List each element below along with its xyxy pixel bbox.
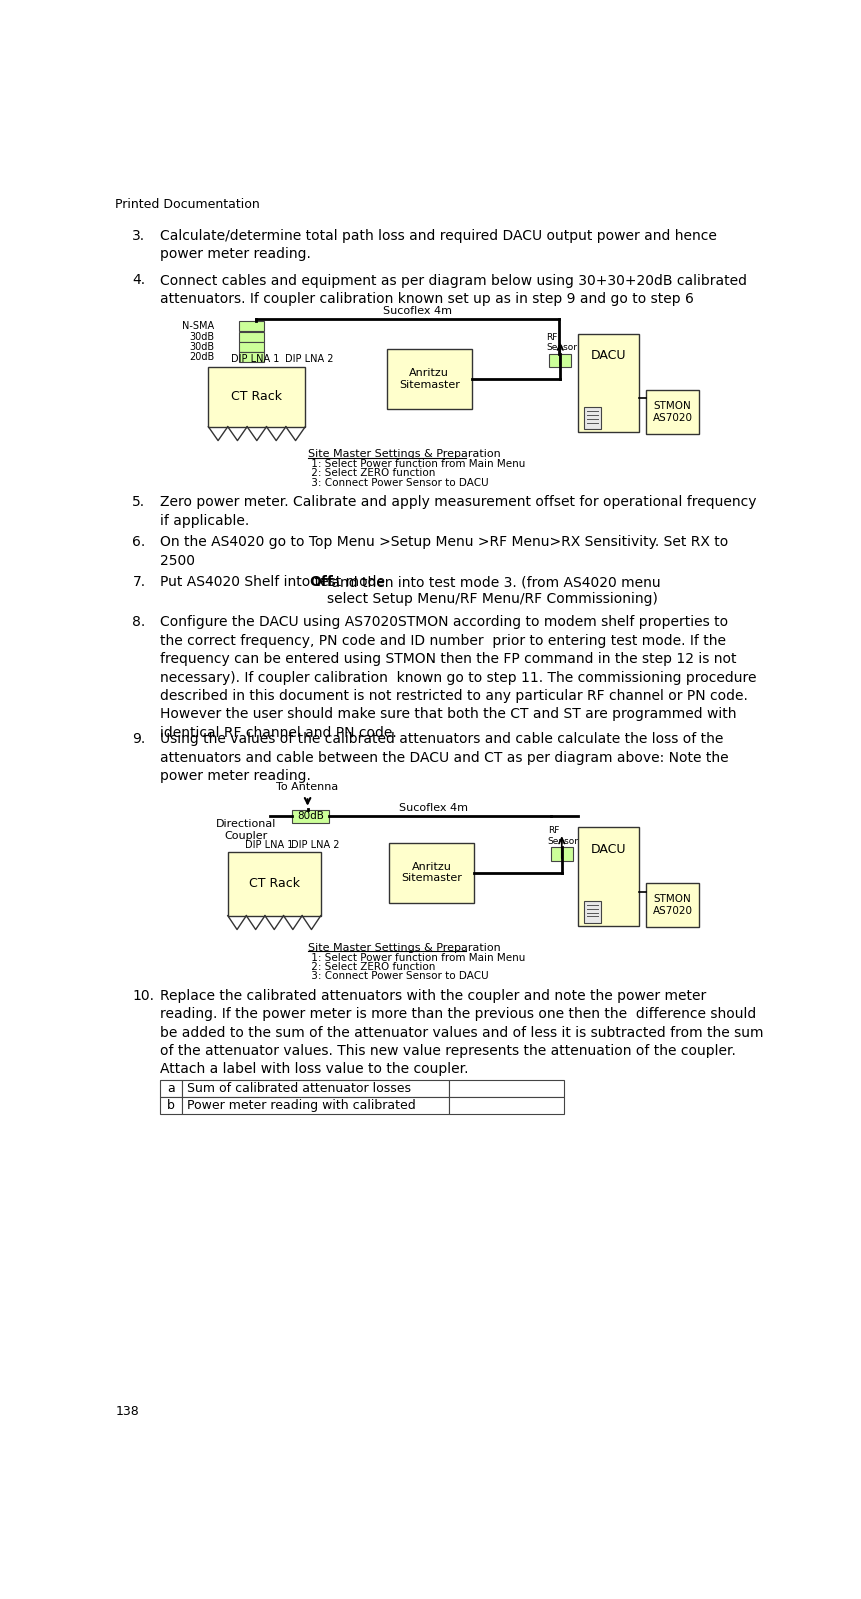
Text: Sum of calibrated attenuator losses: Sum of calibrated attenuator losses [187, 1081, 411, 1095]
Text: 9.: 9. [133, 732, 146, 747]
Text: N-SMA: N-SMA [183, 321, 214, 331]
Bar [449, 1079, 564, 1097]
Text: 1: Select Power function from Main Menu: 1: Select Power function from Main Menu [307, 953, 525, 963]
Text: STMON
AS7020: STMON AS7020 [653, 401, 692, 422]
Bar [647, 883, 699, 927]
Text: STMON
AS7020: STMON AS7020 [653, 894, 692, 916]
Text: Site Master Settings & Preparation: Site Master Settings & Preparation [307, 943, 500, 953]
Text: Replace the calibrated attenuators with the coupler and note the power meter
rea: Replace the calibrated attenuators with … [160, 988, 764, 1076]
Text: 10.: 10. [133, 988, 154, 1003]
Text: DACU: DACU [591, 843, 626, 855]
Text: Power meter reading with calibrated: Power meter reading with calibrated [187, 1099, 415, 1111]
Text: 5.: 5. [133, 496, 146, 508]
Text: Anritzu
Sitemaster: Anritzu Sitemaster [401, 862, 462, 883]
Text: DIP LNA 1: DIP LNA 1 [231, 355, 279, 365]
Bar [160, 1079, 182, 1097]
Bar [389, 843, 474, 902]
Text: Anritzu
Sitemaster: Anritzu Sitemaster [399, 368, 460, 390]
Text: Site Master Settings & Preparation: Site Master Settings & Preparation [307, 449, 500, 459]
Text: 4.: 4. [133, 273, 146, 288]
Text: Printed Documentation: Printed Documentation [115, 198, 260, 211]
Bar [387, 349, 472, 409]
Text: DIP LNA 1: DIP LNA 1 [245, 839, 293, 851]
Text: a: a [167, 1081, 175, 1095]
Text: 2: Select ZERO function: 2: Select ZERO function [307, 469, 435, 478]
Bar [208, 366, 306, 427]
Text: DIP LNA 2: DIP LNA 2 [291, 839, 339, 851]
Text: 20dB: 20dB [189, 352, 214, 361]
Text: Put AS4020 Shelf into test mode: Put AS4020 Shelf into test mode [160, 576, 390, 590]
Bar [239, 342, 264, 352]
Text: 3.: 3. [133, 229, 146, 243]
Text: On the AS4020 go to Top Menu >Setup Menu >RF Menu>RX Sensitivity. Set RX to
2500: On the AS4020 go to Top Menu >Setup Menu… [160, 536, 728, 568]
Bar [160, 1097, 182, 1113]
Text: 80dB: 80dB [297, 811, 324, 822]
Bar [228, 852, 321, 916]
Text: b: b [167, 1099, 175, 1111]
Text: To Antenna: To Antenna [276, 782, 338, 792]
Text: 3: Connect Power Sensor to DACU: 3: Connect Power Sensor to DACU [307, 971, 488, 982]
Text: 8.: 8. [133, 616, 146, 630]
Bar [239, 352, 264, 361]
Text: Zero power meter. Calibrate and apply measurement offset for operational frequen: Zero power meter. Calibrate and apply me… [160, 496, 757, 528]
Text: Off: Off [309, 576, 333, 590]
Text: Sucoflex 4m: Sucoflex 4m [399, 803, 468, 812]
Text: 1: Select Power function from Main Menu: 1: Select Power function from Main Menu [307, 459, 525, 469]
Bar [292, 811, 329, 822]
Bar [239, 333, 264, 342]
Text: Connect cables and equipment as per diagram below using 30+30+20dB calibrated
at: Connect cables and equipment as per diag… [160, 273, 747, 305]
Text: 6.: 6. [133, 536, 146, 550]
Text: 138: 138 [115, 1404, 139, 1418]
Text: Sucoflex 4m: Sucoflex 4m [383, 305, 452, 317]
Bar [578, 827, 639, 926]
Text: and then into test mode 3. (from AS4020 menu
select Setup Menu/RF Menu/RF Commis: and then into test mode 3. (from AS4020 … [327, 576, 660, 606]
Text: Calculate/determine total path loss and required DACU output power and hence
pow: Calculate/determine total path loss and … [160, 229, 717, 261]
Bar [578, 334, 639, 432]
Bar [549, 353, 571, 368]
Text: DIP LNA 2: DIP LNA 2 [285, 355, 333, 365]
Text: 3: Connect Power Sensor to DACU: 3: Connect Power Sensor to DACU [307, 478, 488, 488]
Bar [182, 1079, 449, 1097]
Text: 30dB: 30dB [189, 331, 214, 342]
Text: Using the values of the calibrated attenuators and cable calculate the loss of t: Using the values of the calibrated atten… [160, 732, 729, 784]
Text: 2: Select ZERO function: 2: Select ZERO function [307, 963, 435, 972]
Text: RF
Sensor: RF Sensor [546, 333, 577, 352]
Bar [182, 1097, 449, 1113]
Bar [585, 902, 601, 923]
Text: CT Rack: CT Rack [231, 390, 282, 403]
Bar [551, 847, 573, 860]
Text: DACU: DACU [591, 349, 626, 361]
Text: 7.: 7. [133, 576, 146, 590]
Text: Configure the DACU using AS7020STMON according to modem shelf properties to
the : Configure the DACU using AS7020STMON acc… [160, 616, 757, 740]
Text: RF
Sensor: RF Sensor [548, 827, 579, 846]
Text: 30dB: 30dB [189, 342, 214, 352]
Bar [647, 390, 699, 435]
Bar [239, 321, 264, 331]
Bar [585, 408, 601, 429]
Bar [449, 1097, 564, 1113]
Text: Directional
Coupler: Directional Coupler [215, 819, 276, 841]
Text: CT Rack: CT Rack [249, 876, 300, 889]
